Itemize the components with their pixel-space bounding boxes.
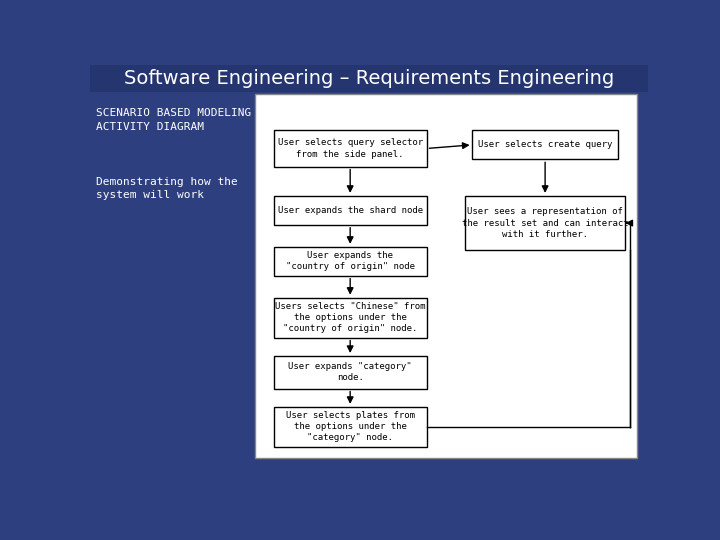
Text: User expands the shard node: User expands the shard node xyxy=(278,206,423,215)
Bar xyxy=(465,196,626,251)
Text: User selects create query: User selects create query xyxy=(478,140,612,150)
Bar xyxy=(274,196,427,225)
Text: User sees a representation of
the result set and can interact
with it further.: User sees a representation of the result… xyxy=(462,207,629,239)
Text: User expands "category"
node.: User expands "category" node. xyxy=(288,362,412,382)
Text: SCENARIO BASED MODELING
ACTIVITY DIAGRAM: SCENARIO BASED MODELING ACTIVITY DIAGRAM xyxy=(96,109,251,132)
Bar xyxy=(274,130,427,167)
Text: Demonstrating how the
system will work: Demonstrating how the system will work xyxy=(96,177,238,200)
Bar xyxy=(274,407,427,447)
Text: Users selects "Chinese" from
the options under the
"country of origin" node.: Users selects "Chinese" from the options… xyxy=(275,302,426,333)
Text: Software Engineering – Requirements Engineering: Software Engineering – Requirements Engi… xyxy=(124,69,614,87)
Text: User selects query selector
from the side panel.: User selects query selector from the sid… xyxy=(278,138,423,159)
Bar xyxy=(255,94,637,458)
Bar xyxy=(274,247,427,276)
Bar xyxy=(90,65,648,92)
Bar xyxy=(274,356,427,389)
Text: User expands the
"country of origin" node: User expands the "country of origin" nod… xyxy=(286,251,415,271)
Bar xyxy=(472,130,618,159)
Bar xyxy=(274,298,427,338)
Text: User selects plates from
the options under the
"category" node.: User selects plates from the options und… xyxy=(286,411,415,442)
